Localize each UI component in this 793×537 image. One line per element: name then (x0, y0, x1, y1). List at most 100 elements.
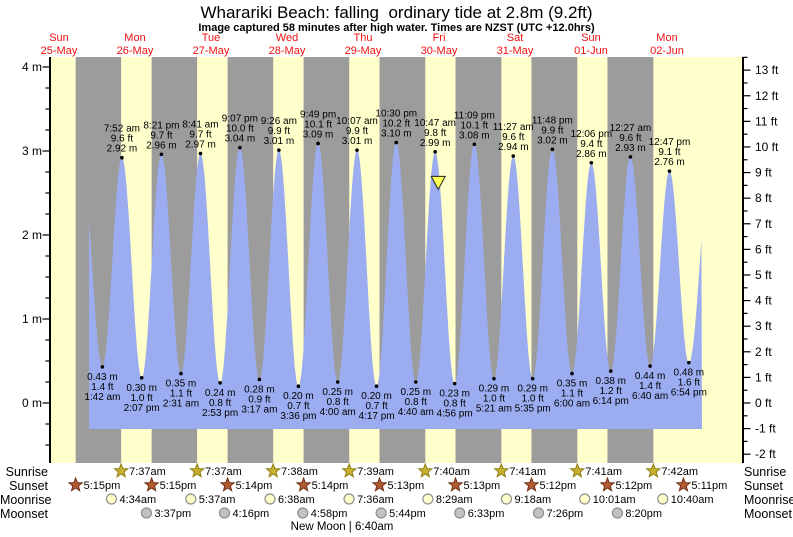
feet-axis-label: 0 ft (755, 396, 772, 410)
high-tide-metres: 3.10 m (381, 129, 412, 140)
high-tide-time: 9:26 am (261, 116, 297, 127)
low-tide-feet: 1.0 ft (522, 394, 544, 405)
high-tide-metres: 3.01 m (264, 136, 295, 147)
low-tide-time: 2:31 am (163, 399, 199, 410)
high-tide-metres: 3.01 m (342, 136, 373, 147)
tide-extreme-dot (530, 376, 535, 381)
chart-subtitle: Image captured 58 minutes after high wat… (198, 22, 595, 34)
high-tide-time: 11:09 pm (454, 110, 495, 121)
tide-extreme-dot (277, 148, 281, 152)
metre-axis-label: 0 m (22, 396, 42, 410)
sunset-time-label: 5:15pm (84, 480, 121, 492)
low-tide-metres: 0.48 m (674, 368, 705, 379)
high-tide-feet: 9.8 ft (424, 128, 446, 139)
low-tide-feet: 1.6 ft (678, 378, 700, 389)
sunrise-time-label: 7:41am (509, 466, 546, 478)
low-tide-metres: 0.30 m (126, 383, 157, 394)
tide-extreme-dot (511, 154, 516, 158)
feet-axis-label: 6 ft (755, 242, 772, 256)
day-date-label: 26-May (117, 45, 154, 57)
high-tide-time: 10:47 am (414, 118, 456, 129)
moonrise-icon (422, 493, 434, 505)
day-weekday-label: Mon (124, 32, 145, 44)
day-weekday-label: Wed (276, 32, 298, 44)
tide-extreme-dot (100, 365, 105, 369)
moonrise-time-label: 9:18am (514, 494, 551, 506)
sunset-icon (523, 476, 540, 492)
high-tide-metres: 3.09 m (303, 129, 334, 140)
low-tide-metres: 0.20 m (361, 391, 392, 402)
sunset-time-label: 5:14pm (312, 480, 349, 492)
high-tide-time: 11:48 pm (532, 115, 573, 126)
metre-axis-label: 2 m (22, 228, 42, 242)
feet-axis-label: 11 ft (755, 114, 778, 128)
sunrise-time-label: 7:39am (357, 466, 394, 478)
low-tide-feet: 0.8 ft (327, 397, 349, 408)
moonrise-time-label: 5:37am (199, 494, 236, 506)
moonrise-time-label: 10:40am (671, 494, 714, 506)
tide-extreme-dot (218, 381, 222, 385)
high-tide-feet: 9.6 ft (619, 133, 641, 144)
high-tide-feet: 9.6 ft (111, 134, 133, 145)
tide-extreme-dot (316, 141, 320, 146)
high-tide-feet: 9.9 ft (346, 126, 368, 137)
sunrise-time-label: 7:42am (661, 466, 698, 478)
sunrise-time-label: 7:38am (281, 466, 318, 478)
high-tide-time: 9:07 pm (222, 114, 258, 125)
day-weekday-label: Sun (581, 32, 601, 44)
high-tide-feet: 9.1 ft (658, 147, 680, 158)
sunset-time-label: 5:11pm (691, 480, 727, 492)
day-date-label: 29-May (345, 45, 382, 57)
tide-extreme-dot (687, 360, 691, 365)
current-tide-marker (430, 175, 447, 191)
low-tide-metres: 0.25 m (322, 387, 353, 398)
tide-curve (89, 142, 702, 429)
tide-extreme-dot (179, 371, 183, 376)
moonset-icon (297, 507, 309, 519)
moonset-icon (375, 507, 387, 519)
sunrise-time-label: 7:40am (433, 466, 470, 478)
feet-axis-label: 9 ft (755, 166, 772, 180)
sunrise-icon (341, 462, 358, 478)
tide-extreme-dot (139, 376, 144, 380)
tide-extreme-dot (198, 151, 203, 156)
sunrise-icon (569, 462, 586, 478)
moonset-time-label: 4:58pm (311, 508, 348, 520)
sunrise-time-label: 7:37am (205, 466, 242, 478)
day-weekday-label: Sat (507, 32, 524, 44)
high-tide-metres: 2.97 m (185, 140, 216, 151)
feet-axis-label: -2 ft (755, 447, 776, 461)
tide-extreme-dot (628, 155, 633, 159)
sunset-icon (371, 476, 388, 492)
moonrise-icon (185, 493, 197, 505)
low-tide-metres: 0.29 m (479, 384, 510, 395)
low-tide-time: 4:56 pm (437, 409, 473, 420)
day-weekday-label: Fri (433, 32, 446, 44)
moonrise-icon (343, 493, 355, 505)
feet-axis-label: 4 ft (755, 294, 772, 308)
low-tide-feet: 0.8 ft (405, 397, 427, 408)
moonset-icon (454, 507, 466, 519)
day-weekday-label: Sun (49, 32, 69, 44)
sunset-icon (295, 476, 312, 492)
low-tide-feet: 1.1 ft (561, 389, 583, 400)
moonrise-time-label: 8:29am (436, 494, 473, 506)
feet-axis-label: 8 ft (755, 191, 772, 205)
high-tide-metres: 3.08 m (459, 130, 490, 141)
high-tide-metres: 2.93 m (615, 143, 646, 154)
high-tide-time: 12:06 pm (570, 129, 612, 140)
low-tide-metres: 0.38 m (595, 376, 626, 387)
low-tide-metres: 0.43 m (87, 372, 118, 383)
day-weekday-label: Tue (202, 32, 221, 44)
feet-axis-label: 7 ft (755, 217, 772, 231)
feet-axis-label: 1 ft (755, 370, 772, 384)
high-tide-feet: 9.6 ft (502, 132, 524, 143)
low-tide-metres: 0.24 m (205, 388, 236, 399)
low-tide-time: 4:40 am (398, 407, 434, 418)
moonrise-icon (657, 493, 669, 505)
sunset-time-label: 5:12pm (539, 480, 576, 492)
moonrise-time-label: 10:01am (593, 494, 636, 506)
high-tide-time: 11:27 am (493, 122, 534, 133)
moonset-row-label-right: Moonset (744, 507, 792, 521)
